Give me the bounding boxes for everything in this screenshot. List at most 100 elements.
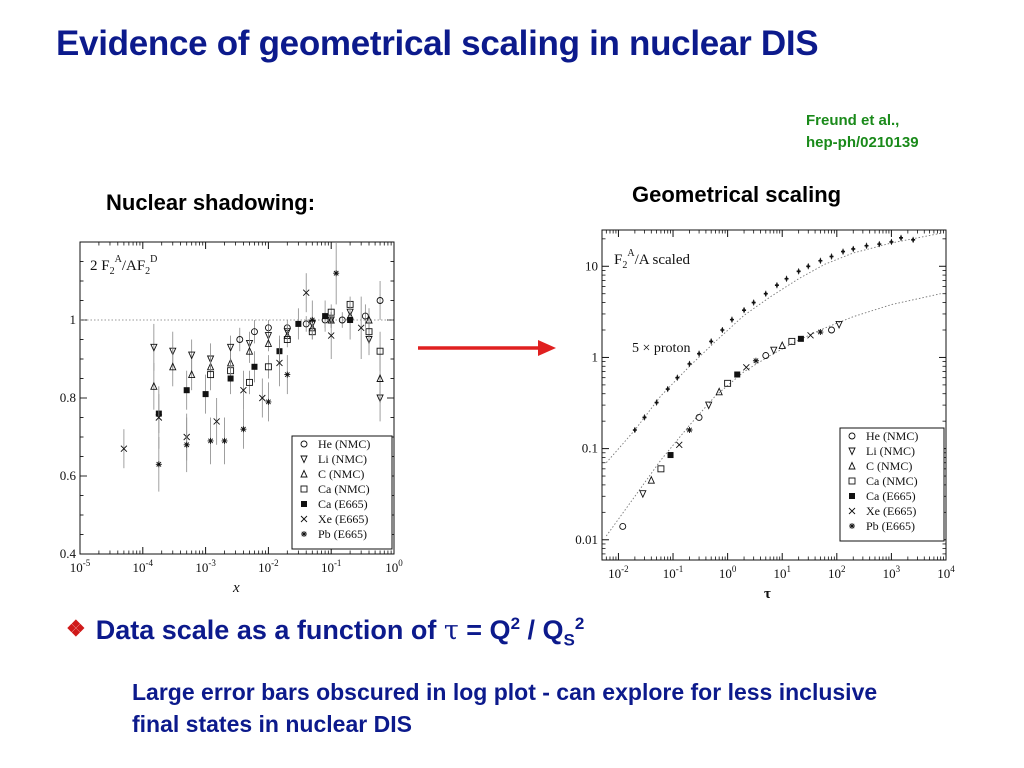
proton-data-point [720, 328, 725, 332]
legend-entry: Ca (E665) [318, 497, 368, 511]
legend-entry: C (NMC) [318, 467, 364, 481]
bullet-point: ❖ Data scale as a function of τ = Q2 / QS… [66, 614, 584, 650]
data-point [155, 461, 162, 468]
legend-entry: He (NMC) [866, 429, 918, 443]
legend-marker [848, 461, 856, 470]
data-point [264, 363, 272, 371]
proton-data-point [818, 258, 823, 263]
x-tick-label: 103 [883, 564, 901, 581]
data-point [251, 363, 258, 370]
data-point [221, 437, 228, 444]
nuclear-data-point [762, 352, 770, 359]
nuclear-data-point [742, 363, 750, 371]
x-tick-label-base: 10 [719, 566, 732, 581]
proton-data-point [829, 254, 834, 259]
data-point [202, 391, 209, 398]
title-part: 2 [145, 266, 150, 277]
x-tick-label-exp: 4 [950, 564, 955, 574]
legend-entry: Pb (E665) [866, 519, 915, 533]
data-point [376, 373, 384, 382]
title-part: 2 [622, 260, 627, 271]
x-tick-label-exp: -3 [208, 558, 216, 568]
data-points [619, 234, 916, 530]
nuclear-data-point [817, 329, 824, 336]
x-tick-label: 10-2 [258, 558, 279, 575]
proton-data-point [784, 276, 789, 281]
nuclear-data-point [770, 346, 778, 355]
nuclear-data-point [734, 371, 741, 378]
y-tick-label: 0.8 [60, 390, 76, 405]
data-point [302, 320, 310, 328]
data-point [236, 336, 244, 343]
x-tick-label: 104 [937, 564, 955, 581]
data-point [169, 362, 177, 371]
data-point [207, 437, 214, 444]
data-point [246, 378, 253, 386]
y-tick-label: 0.4 [60, 546, 77, 561]
x-tick-label-base: 10 [195, 560, 208, 575]
nuclear-shadowing-chart: 0.4 0.6 0.8 1 10-5 10-4 10-3 10-2 10-1 100 x 2 F2A/… [56, 232, 406, 597]
legend-entry: Xe (E665) [866, 504, 916, 518]
x-tick-label-exp: -4 [146, 558, 154, 568]
title-part: /A scaled [635, 252, 691, 268]
nuclear-data-point [686, 427, 693, 434]
x-tick-label-base: 10 [828, 566, 841, 581]
bullet-equation: = Q [458, 615, 511, 645]
legend-marker [848, 507, 856, 515]
x-tick-label-exp: 2 [841, 564, 846, 574]
legend-entry: Pb (E665) [318, 527, 367, 541]
nuclear-data-point [704, 401, 713, 410]
x-tick-label-base: 10 [663, 566, 676, 581]
data-point [357, 324, 365, 332]
subscript-s: S [563, 630, 575, 650]
nuclear-data-point [724, 379, 732, 387]
data-point [155, 414, 163, 421]
x-tick-label-base: 10 [321, 560, 334, 575]
legend-marker [300, 485, 308, 493]
data-point [183, 441, 190, 448]
x-tick-label: 10-3 [195, 558, 216, 575]
y-tick-label: 0.6 [60, 468, 77, 483]
legend-entry: Ca (NMC) [866, 474, 918, 488]
nuclear-data-point [639, 490, 647, 499]
legend-marker [301, 531, 307, 537]
proton-data-point [763, 291, 768, 296]
data-point [264, 332, 273, 341]
x-tick-label-base: 10 [385, 560, 398, 575]
x-tick-label-exp: 3 [896, 564, 901, 574]
data-point [240, 386, 247, 394]
x-axis-label: τ [764, 586, 771, 602]
data-point [120, 445, 128, 453]
x-tick-label: 10-4 [133, 558, 154, 575]
title-part: A [115, 254, 123, 265]
slide-title: Evidence of geometrical scaling in nucle… [56, 24, 819, 63]
right-arrow-icon [418, 340, 556, 356]
nuclear-data-point [695, 413, 703, 421]
data-point [365, 328, 373, 336]
data-point [361, 312, 369, 320]
data-point [302, 289, 310, 297]
proton-data-point [709, 339, 714, 344]
proton-data-point [851, 246, 856, 251]
proton-data-point [742, 308, 747, 313]
title-part: 2 F [90, 258, 110, 274]
citation-reference: hep-ph/0210139 [806, 134, 919, 151]
y-tick-label: 10 [585, 258, 598, 273]
bullet-slash: / Q [520, 615, 564, 645]
proton-data-point [877, 242, 882, 247]
nuclear-data-point [675, 441, 683, 449]
x-axis-label: x [232, 580, 240, 596]
nuclear-data-point [752, 357, 759, 364]
proton-data-point [899, 235, 904, 240]
data-point [251, 328, 258, 336]
proton-data-point [729, 317, 734, 322]
legend: He (NMC)Li (NMC)C (NMC)Ca (NMC)Ca (E665)… [839, 427, 945, 542]
nuclear-shadowing-label: Nuclear shadowing: [106, 190, 316, 215]
x-tick-label: 101 [773, 564, 791, 581]
geometrical-scaling-label: Geometrical scaling [632, 182, 842, 207]
legend-box [839, 427, 945, 542]
citation-authors: Freund et al., [806, 112, 900, 129]
data-point [240, 426, 247, 433]
proton-data-point [841, 249, 846, 254]
x-tick-label-exp: 0 [732, 564, 737, 574]
